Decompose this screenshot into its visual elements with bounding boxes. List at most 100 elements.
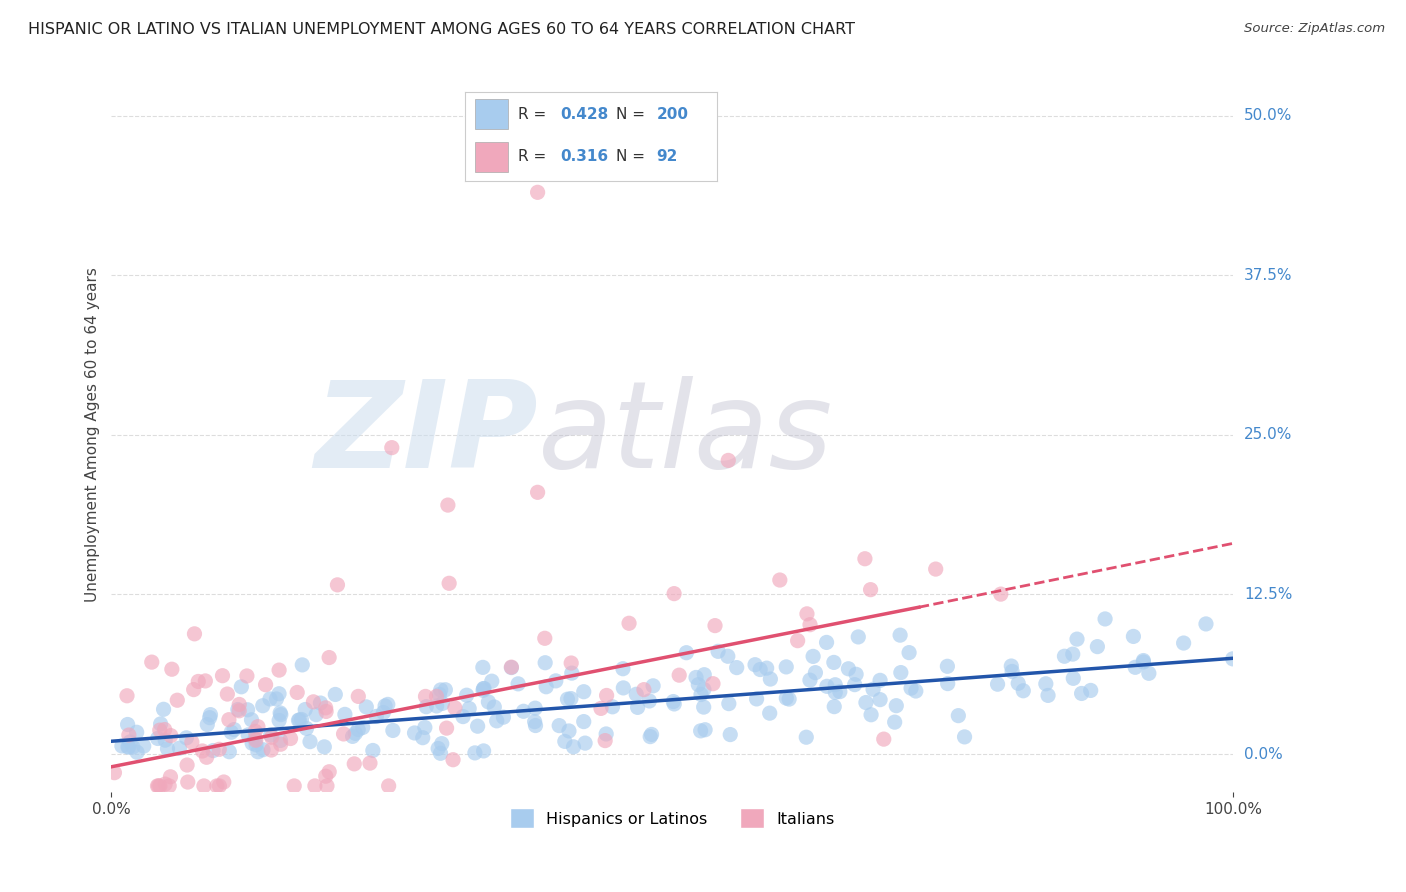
Point [1094, 612, 1116, 626]
Point [560, 656, 582, 670]
Point [485, 714, 508, 728]
Point [191, 744, 214, 758]
Text: 25.0%: 25.0% [1244, 427, 1292, 442]
Point [612, 662, 634, 676]
Point [176, 731, 198, 745]
Point [240, 736, 263, 750]
Point [744, 657, 766, 672]
Point [595, 727, 617, 741]
Point [425, 690, 447, 704]
Legend: Hispanics or Latinos, Italians: Hispanics or Latinos, Italians [503, 802, 841, 834]
Point [548, 718, 571, 732]
Point [437, 498, 460, 512]
Point [260, 728, 283, 742]
Point [245, 738, 267, 752]
Point [218, 713, 240, 727]
Point [484, 700, 506, 714]
Point [869, 692, 891, 706]
Point [1122, 629, 1144, 643]
Point [558, 723, 581, 738]
Point [804, 665, 827, 680]
Point [377, 698, 399, 712]
Point [799, 673, 821, 687]
Point [176, 758, 198, 772]
Point [1132, 654, 1154, 668]
Point [240, 713, 263, 727]
Point [1036, 689, 1059, 703]
Point [429, 682, 451, 697]
Point [381, 723, 404, 738]
Point [1000, 659, 1022, 673]
Point [125, 745, 148, 759]
Point [238, 728, 260, 742]
Point [415, 690, 437, 704]
Point [434, 682, 457, 697]
Point [132, 739, 155, 753]
Point [437, 576, 460, 591]
Point [472, 744, 495, 758]
Point [156, 741, 179, 756]
Point [524, 718, 547, 732]
Point [458, 701, 481, 715]
Point [183, 627, 205, 641]
Point [103, 765, 125, 780]
Point [211, 669, 233, 683]
Point [869, 673, 891, 688]
Point [801, 649, 824, 664]
Point [824, 678, 846, 692]
Point [626, 687, 648, 701]
Point [749, 663, 772, 677]
Point [702, 676, 724, 690]
Point [467, 719, 489, 733]
Point [898, 646, 921, 660]
Point [332, 727, 354, 741]
Point [294, 702, 316, 716]
Point [315, 701, 337, 715]
Point [198, 711, 221, 725]
Point [219, 725, 242, 739]
Point [260, 743, 283, 757]
Point [117, 739, 139, 754]
Point [187, 674, 209, 689]
Point [333, 707, 356, 722]
Point [208, 779, 231, 793]
Point [477, 695, 499, 709]
Point [533, 632, 555, 646]
Point [775, 691, 797, 706]
Point [228, 698, 250, 712]
Point [125, 725, 148, 739]
Point [404, 726, 426, 740]
Point [456, 688, 478, 702]
Point [269, 706, 291, 720]
Point [883, 715, 905, 730]
Point [412, 731, 434, 745]
Point [295, 722, 318, 736]
Point [775, 660, 797, 674]
Point [534, 656, 557, 670]
Point [356, 699, 378, 714]
Point [873, 732, 896, 747]
Point [159, 729, 181, 743]
Point [948, 708, 970, 723]
Point [361, 743, 384, 757]
Point [115, 689, 138, 703]
Point [366, 709, 388, 723]
Point [177, 775, 200, 789]
Point [377, 779, 399, 793]
Point [343, 756, 366, 771]
Point [1123, 660, 1146, 674]
Point [472, 681, 495, 696]
Point [413, 721, 436, 735]
Point [195, 750, 218, 764]
Point [794, 730, 817, 744]
Point [252, 742, 274, 756]
Point [1222, 652, 1244, 666]
Point [344, 726, 367, 740]
Point [1062, 647, 1084, 661]
Point [266, 692, 288, 706]
Point [288, 713, 311, 727]
Point [472, 683, 495, 698]
Point [228, 704, 250, 718]
Point [326, 578, 349, 592]
Point [693, 667, 716, 681]
